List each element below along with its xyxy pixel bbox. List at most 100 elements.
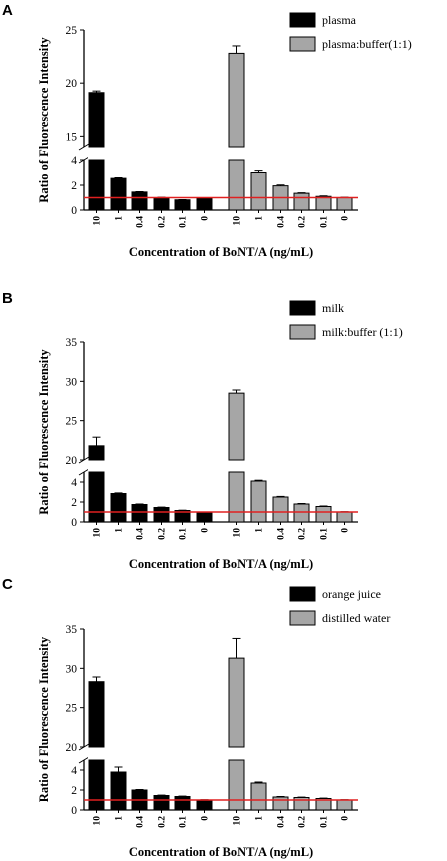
- x-tick-label: 0: [341, 528, 351, 533]
- y-tick-label: 0: [71, 205, 77, 217]
- bar-milk-buffer-1-1--10-upper: [228, 392, 245, 461]
- y-tick-label: 2: [71, 180, 77, 192]
- bar-distilled-water-1: [250, 782, 267, 811]
- x-tick-label: 0.1: [320, 528, 330, 540]
- panel-letter: B: [2, 290, 13, 307]
- x-tick-label: 0.4: [277, 528, 287, 540]
- y-tick-label: 20: [66, 742, 78, 754]
- bar-distilled-water-10-lower: [228, 759, 245, 811]
- x-tick-label: 0.2: [298, 816, 308, 828]
- bar-break-gap: [88, 148, 105, 159]
- bar-break-gap: [228, 148, 245, 159]
- bar-plasma-0.4: [131, 191, 148, 211]
- bar-break-gap: [228, 461, 245, 471]
- bar-distilled-water-0.4: [272, 796, 289, 811]
- legend-label: plasma:buffer(1:1): [322, 37, 412, 51]
- bar-distilled-water-10-upper: [228, 657, 245, 748]
- bar-plasma-buffer-1-1--0.2: [293, 192, 310, 211]
- x-tick-label: 10: [233, 528, 243, 538]
- x-tick-label: 1: [255, 216, 265, 221]
- legend-swatch: [289, 36, 316, 52]
- y-tick-label: 15: [66, 131, 78, 143]
- x-tick-label: 0.4: [277, 816, 287, 828]
- bar-orange-juice-0.1: [174, 796, 191, 811]
- x-tick-label: 1: [255, 816, 265, 821]
- panel-letter: A: [2, 2, 13, 19]
- x-tick-label: 0: [341, 216, 351, 221]
- x-tick-label: 0: [201, 816, 211, 821]
- bar-plasma-0.1: [174, 199, 191, 211]
- y-tick-label: 4: [71, 477, 77, 489]
- x-tick-label: 0.2: [298, 528, 308, 540]
- x-tick-label: 0: [341, 816, 351, 821]
- x-tick-label: 10: [93, 816, 103, 826]
- x-axis-label: Concentration of BoNT/A (ng/mL): [129, 557, 313, 571]
- x-tick-label: 0.4: [136, 528, 146, 540]
- y-tick-label: 35: [66, 337, 78, 349]
- bar-plasma-buffer-1-1--0.1: [315, 195, 332, 211]
- bar-milk-10-upper: [88, 445, 105, 461]
- x-tick-label: 1: [255, 528, 265, 533]
- bar-milk-buffer-1-1--0.2: [293, 503, 310, 523]
- bar-plasma-buffer-1-1--0: [336, 197, 353, 211]
- legend-label: milk:buffer (1:1): [322, 325, 403, 339]
- bar-distilled-water-0: [336, 799, 353, 811]
- x-tick-label: 10: [233, 216, 243, 226]
- bar-milk-buffer-1-1--0.1: [315, 506, 332, 523]
- axis-break-mark: [78, 756, 90, 764]
- y-tick-label: 20: [66, 455, 78, 467]
- y-tick-label: 0: [71, 517, 77, 529]
- bar-orange-juice-10-lower: [88, 759, 105, 811]
- legend-swatch: [289, 324, 316, 340]
- x-tick-label: 0.4: [277, 216, 287, 228]
- bar-plasma-1: [110, 177, 127, 211]
- bar-milk-1: [110, 493, 127, 523]
- legend-label: plasma: [322, 13, 357, 27]
- y-tick-label: 2: [71, 785, 77, 797]
- bar-milk-buffer-1-1--10-lower: [228, 471, 245, 523]
- x-tick-label: 0.1: [179, 816, 189, 828]
- legend-label: milk: [322, 301, 344, 315]
- axis-break-mark: [78, 468, 90, 476]
- legend-label: distilled water: [322, 611, 390, 625]
- x-tick-label: 0.2: [298, 216, 308, 228]
- y-tick-label: 0: [71, 805, 77, 817]
- y-tick-label: 25: [66, 25, 78, 37]
- bar-orange-juice-0.2: [153, 795, 170, 811]
- axis-break-mark: [78, 143, 90, 151]
- x-tick-label: 10: [93, 528, 103, 538]
- panel-letter: C: [2, 576, 13, 593]
- bar-plasma-0.2: [153, 197, 170, 211]
- bar-plasma-0: [196, 197, 213, 211]
- bar-milk-0: [196, 512, 213, 523]
- bar-plasma-buffer-1-1--1: [250, 172, 267, 211]
- bar-milk-buffer-1-1--0: [336, 511, 353, 523]
- x-tick-label: 1: [115, 216, 125, 221]
- y-axis-label: Ratio of Fluorescence Intensity: [37, 37, 51, 203]
- x-tick-label: 1: [115, 528, 125, 533]
- y-tick-label: 4: [71, 765, 77, 777]
- x-tick-label: 0: [201, 216, 211, 221]
- legend-swatch: [289, 300, 316, 316]
- x-tick-label: 0.2: [158, 216, 168, 228]
- bar-break-gap: [228, 748, 245, 759]
- x-axis-label: Concentration of BoNT/A (ng/mL): [129, 845, 313, 859]
- legend-swatch: [289, 586, 316, 602]
- x-tick-label: 0.1: [179, 528, 189, 540]
- x-tick-label: 1: [115, 816, 125, 821]
- y-tick-label: 30: [66, 663, 78, 675]
- bar-milk-0.4: [131, 504, 148, 523]
- x-axis-label: Concentration of BoNT/A (ng/mL): [129, 245, 313, 259]
- bar-plasma-10-lower: [88, 159, 105, 211]
- x-tick-label: 0.4: [136, 216, 146, 228]
- bar-milk-buffer-1-1--0.4: [272, 496, 289, 523]
- x-tick-label: 10: [93, 216, 103, 226]
- y-axis-label: Ratio of Fluorescence Intensity: [37, 636, 51, 802]
- y-tick-label: 25: [66, 416, 78, 428]
- x-tick-label: 0.2: [158, 528, 168, 540]
- bar-milk-0.2: [153, 507, 170, 523]
- y-tick-label: 30: [66, 376, 78, 388]
